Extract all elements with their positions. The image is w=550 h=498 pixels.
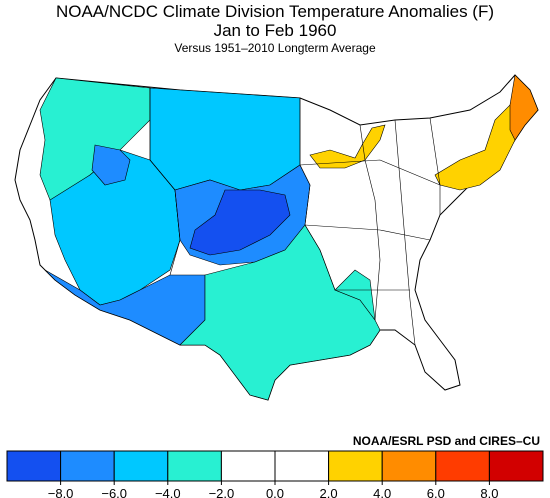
scale-swatch bbox=[167, 450, 222, 482]
region-lower-mississippi bbox=[334, 269, 376, 322]
scale-swatch bbox=[220, 450, 276, 482]
region-idaho-wyoming bbox=[91, 144, 131, 186]
scale-swatch bbox=[435, 450, 490, 482]
scale-swatch bbox=[6, 450, 62, 482]
map-baseline: Versus 1951–2010 Longterm Average bbox=[174, 41, 376, 55]
scale-swatch bbox=[60, 450, 115, 482]
region-great-lakes bbox=[309, 124, 386, 169]
scale-label: 2.0 bbox=[320, 486, 338, 498]
scale-label: 6.0 bbox=[427, 486, 445, 498]
map-title: NOAA/NCDC Climate Division Temperature A… bbox=[55, 2, 495, 21]
region-colorado-kansas bbox=[189, 189, 291, 256]
scale-label: 0.0 bbox=[266, 486, 284, 498]
scale-swatch bbox=[381, 450, 437, 482]
scale-label: 8.0 bbox=[480, 486, 498, 498]
scale-swatch bbox=[328, 450, 383, 482]
region-great-basin bbox=[49, 149, 181, 306]
region-maine bbox=[509, 74, 539, 141]
scale-label: −4.0 bbox=[155, 486, 181, 498]
scale-label: −6.0 bbox=[101, 486, 127, 498]
scale-swatch bbox=[113, 450, 169, 482]
scale-label: −8.0 bbox=[48, 486, 74, 498]
credit-label: NOAA/ESRL PSD and CIRES–CU bbox=[352, 434, 540, 448]
scale-label: 4.0 bbox=[373, 486, 391, 498]
scale-swatch bbox=[274, 450, 330, 482]
scale-label: −2.0 bbox=[209, 486, 235, 498]
us-anomaly-map bbox=[14, 74, 539, 401]
scale-swatch bbox=[488, 450, 544, 482]
state-boundaries bbox=[149, 88, 441, 346]
map-period: Jan to Feb 1960 bbox=[213, 21, 337, 40]
